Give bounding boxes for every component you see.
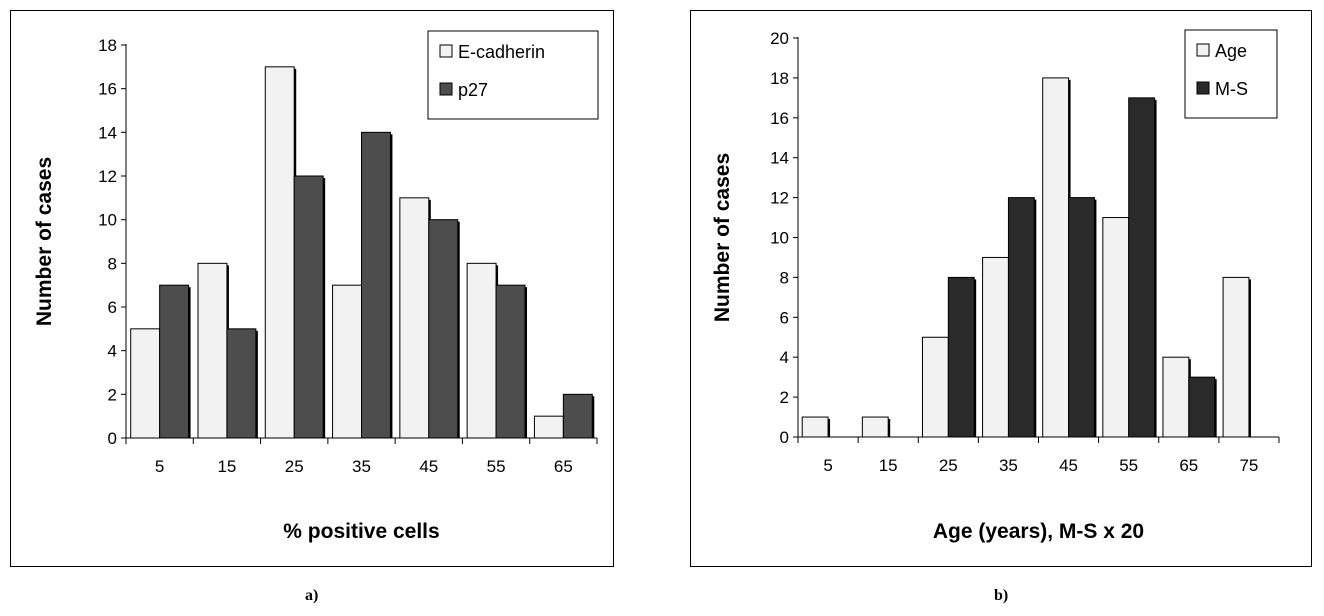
y-tick-label: 16 <box>98 80 117 99</box>
x-tick-label: 65 <box>1179 456 1198 475</box>
bar-m-s <box>1188 376 1216 438</box>
x-tick-label: 5 <box>155 457 164 476</box>
x-tick-label: 35 <box>352 457 371 476</box>
x-tick-label: 25 <box>285 457 304 476</box>
bar-p27 <box>293 175 324 439</box>
legend-box <box>427 30 599 120</box>
legend-label-m-s: M-S <box>1215 79 1248 99</box>
y-tick-label: 4 <box>108 342 117 361</box>
chart-a: 0 2 4 6 8 10 12 14 16 18 5 15 25 35 45 55 65 % positive c… <box>33 30 599 543</box>
bar-p27 <box>159 284 190 439</box>
bar-m-s <box>947 276 975 438</box>
x-tick-label: 55 <box>487 457 506 476</box>
y-tick-label: 12 <box>98 167 117 186</box>
y-tick-label: 20 <box>770 29 789 48</box>
bar-age <box>1222 276 1250 438</box>
legend-swatch-e-cadherin <box>439 44 453 58</box>
bar-e-cadherin <box>466 262 497 439</box>
y-tick-label: 10 <box>770 229 789 248</box>
chart-b-frame: 0 2 4 6 8 10 12 14 16 18 20 5 15 25 35 45 55 65 75 Age (yea… <box>690 10 1312 567</box>
bar-e-cadherin <box>197 262 228 439</box>
y-tick-label: 2 <box>108 385 117 404</box>
y-tick-label: 6 <box>780 308 789 327</box>
legend-swatch-age <box>1196 43 1210 57</box>
legend-label-p27: p27 <box>458 80 488 100</box>
y-tick-label: 2 <box>780 388 789 407</box>
y-tick-label: 8 <box>780 268 789 287</box>
x-tick-label: 45 <box>1059 456 1078 475</box>
bar-age <box>1102 217 1130 438</box>
legend-swatch-p27 <box>439 82 453 96</box>
x-tick-label: 75 <box>1239 456 1258 475</box>
caption-a: a) <box>305 587 319 604</box>
y-tick-label: 18 <box>770 69 789 88</box>
caption-b: b) <box>994 587 1009 604</box>
chart-a-frame: 0 2 4 6 8 10 12 14 16 18 5 15 25 35 45 55 65 % positive c… <box>10 10 614 567</box>
legend-label-age: Age <box>1215 41 1247 61</box>
bar-p27 <box>495 284 526 439</box>
x-tick-label: 5 <box>823 456 832 475</box>
y-axis-title: Number of cases <box>33 157 56 326</box>
bar-p27 <box>428 219 459 439</box>
chart-b: 0 2 4 6 8 10 12 14 16 18 20 5 15 25 35 45 55 65 75 Age (yea… <box>711 29 1280 543</box>
bar-age <box>982 256 1009 438</box>
x-tick-label: 15 <box>217 457 236 476</box>
bar-e-cadherin <box>130 328 161 439</box>
legend-label-e-cadherin: E-cadherin <box>458 42 545 62</box>
y-tick-label: 12 <box>770 189 789 208</box>
bar-age <box>921 336 949 438</box>
bar-age <box>1042 77 1070 438</box>
legend-swatch-m-s <box>1196 81 1210 95</box>
x-axis-title: % positive cells <box>283 520 439 543</box>
y-tick-label: 0 <box>108 429 117 448</box>
bar-m-s <box>1007 197 1035 438</box>
bar-e-cadherin <box>264 66 295 439</box>
y-tick-label: 6 <box>108 298 117 317</box>
bar-age <box>1162 356 1190 438</box>
x-axis-title: Age (years), M-S x 20 <box>933 520 1144 543</box>
y-tick-label: 10 <box>98 211 117 230</box>
x-tick-label: 55 <box>1119 456 1138 475</box>
x-tick-label: 35 <box>999 456 1018 475</box>
bar-age <box>861 416 889 438</box>
bar-p27 <box>361 131 391 439</box>
y-tick-label: 14 <box>770 149 789 168</box>
y-axis-title: Number of cases <box>711 153 734 322</box>
y-tick-label: 18 <box>98 36 117 55</box>
bar-e-cadherin <box>533 415 564 439</box>
bar-age <box>801 416 829 438</box>
bar-e-cadherin <box>399 197 430 439</box>
x-tick-label: 25 <box>939 456 958 475</box>
y-tick-label: 0 <box>780 428 789 447</box>
y-tick-label: 14 <box>98 123 117 142</box>
bar-m-s <box>1068 197 1095 438</box>
bar-p27 <box>562 393 593 439</box>
bar-m-s <box>1128 97 1156 438</box>
bar-e-cadherin <box>332 284 362 439</box>
y-tick-label: 4 <box>780 348 789 367</box>
y-tick-label: 8 <box>108 254 117 273</box>
x-tick-label: 15 <box>879 456 898 475</box>
x-tick-label: 45 <box>419 457 438 476</box>
x-tick-label: 65 <box>554 457 573 476</box>
bar-p27 <box>226 328 257 439</box>
y-tick-label: 16 <box>770 109 789 128</box>
